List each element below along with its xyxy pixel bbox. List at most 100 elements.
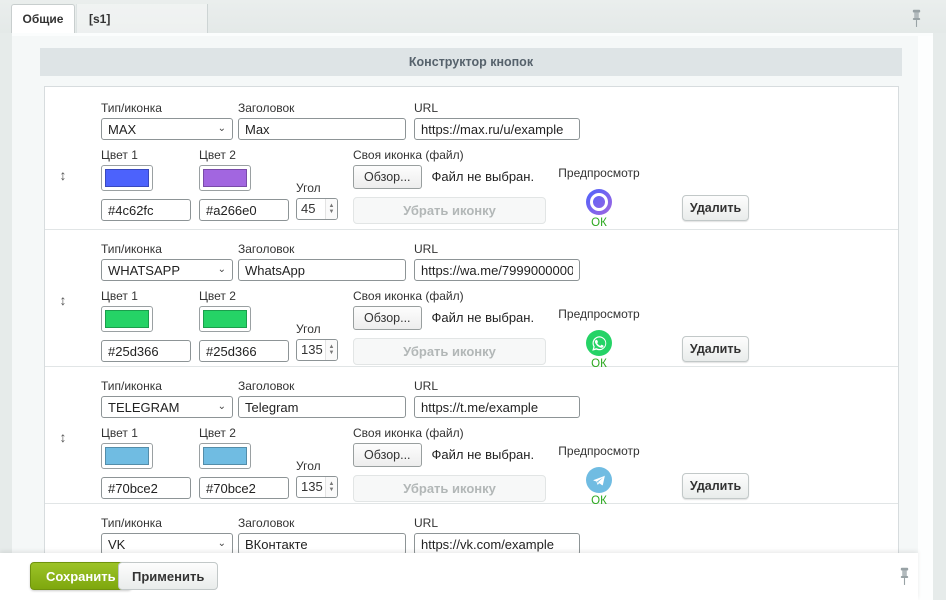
- no-file-text: Файл не выбран.: [431, 310, 535, 325]
- title-label: Заголовок: [238, 379, 295, 393]
- tab-general-label: Общие: [22, 12, 64, 26]
- color2-swatch: [203, 310, 247, 328]
- browse-button[interactable]: Обзор...: [353, 443, 422, 467]
- color2-swatch: [203, 169, 247, 187]
- title-input[interactable]: [238, 533, 406, 555]
- color2-swatch: [203, 447, 247, 465]
- button-config-row: ↕ Тип/иконка VK ⌄ Заголовок URL Цвет 1: [45, 504, 898, 555]
- button-config-row: ↕ Тип/иконка MAX ⌄ Заголовок URL Цвет 1: [45, 87, 898, 230]
- telegram-icon: [592, 475, 605, 485]
- color2-hex-input[interactable]: [199, 199, 289, 221]
- url-label: URL: [414, 379, 439, 393]
- color2-label: Цвет 2: [199, 289, 236, 303]
- angle-value: 135: [301, 479, 323, 494]
- color1-swatch: [105, 169, 149, 187]
- title-input[interactable]: [238, 396, 406, 418]
- delete-button[interactable]: Удалить: [682, 473, 749, 499]
- type-label: Тип/иконка: [101, 101, 162, 115]
- color1-picker[interactable]: [101, 443, 153, 469]
- color2-picker[interactable]: [199, 165, 251, 191]
- type-label: Тип/иконка: [101, 242, 162, 256]
- drag-handle-icon[interactable]: ↕: [59, 167, 67, 183]
- type-label: Тип/иконка: [101, 516, 162, 530]
- type-select[interactable]: MAX ⌄: [101, 118, 233, 140]
- pin-icon[interactable]: [899, 567, 910, 589]
- type-select[interactable]: TELEGRAM ⌄: [101, 396, 233, 418]
- angle-label: Угол: [296, 459, 321, 473]
- whatsapp-icon: [591, 335, 606, 351]
- pin-icon[interactable]: [911, 9, 922, 31]
- delete-button[interactable]: Удалить: [682, 195, 749, 221]
- remove-icon-button[interactable]: Убрать иконку: [353, 475, 546, 502]
- url-label: URL: [414, 101, 439, 115]
- remove-icon-button[interactable]: Убрать иконку: [353, 197, 546, 224]
- type-select-value: TELEGRAM: [108, 399, 180, 415]
- color2-label: Цвет 2: [199, 148, 236, 162]
- color1-label: Цвет 1: [101, 289, 138, 303]
- remove-icon-button[interactable]: Убрать иконку: [353, 338, 546, 365]
- angle-label: Угол: [296, 181, 321, 195]
- tab-s1-label: [s1]: [89, 11, 111, 26]
- tab-general[interactable]: Общие: [11, 4, 75, 33]
- browse-button[interactable]: Обзор...: [353, 165, 422, 189]
- angle-stepper[interactable]: 135 ▲ ▼: [296, 476, 338, 498]
- title-input[interactable]: [238, 259, 406, 281]
- url-label: URL: [414, 516, 439, 530]
- drag-handle-icon[interactable]: ↕: [59, 429, 67, 445]
- spinner-arrows-icon[interactable]: ▲ ▼: [325, 340, 337, 360]
- type-select-value: WHATSAPP: [108, 262, 180, 278]
- color2-label: Цвет 2: [199, 426, 236, 440]
- custom-icon-label: Своя иконка (файл): [353, 148, 464, 162]
- angle-stepper[interactable]: 135 ▲ ▼: [296, 339, 338, 361]
- color2-picker[interactable]: [199, 443, 251, 469]
- content-panel: Конструктор кнопок ↕ Тип/иконка MAX ⌄ За…: [12, 33, 933, 600]
- tab-s1[interactable]: [s1]: [76, 4, 208, 33]
- rows-container: ↕ Тип/иконка MAX ⌄ Заголовок URL Цвет 1: [44, 86, 899, 556]
- preview-icon: [586, 330, 612, 356]
- color1-picker[interactable]: [101, 306, 153, 332]
- section-title: Конструктор кнопок: [408, 55, 534, 69]
- apply-button[interactable]: Применить: [118, 562, 219, 590]
- section-header: Конструктор кнопок: [40, 48, 902, 76]
- spinner-arrows-icon[interactable]: ▲ ▼: [325, 477, 337, 497]
- chevron-down-icon: ⌄: [217, 123, 226, 134]
- color1-hex-input[interactable]: [101, 340, 191, 362]
- custom-icon-label: Своя иконка (файл): [353, 289, 464, 303]
- delete-button[interactable]: Удалить: [682, 336, 749, 362]
- url-input[interactable]: [414, 533, 580, 555]
- save-button[interactable]: Сохранить: [30, 562, 132, 590]
- angle-stepper[interactable]: 45 ▲ ▼: [296, 198, 338, 220]
- tab-bar: Общие [s1]: [0, 0, 946, 33]
- color2-hex-input[interactable]: [199, 340, 289, 362]
- type-select[interactable]: VK ⌄: [101, 533, 233, 555]
- color1-label: Цвет 1: [101, 148, 138, 162]
- color1-hex-input[interactable]: [101, 199, 191, 221]
- preview-label: Предпросмотр: [558, 444, 640, 458]
- title-label: Заголовок: [238, 101, 295, 115]
- color1-picker[interactable]: [101, 165, 153, 191]
- spinner-arrows-icon[interactable]: ▲ ▼: [325, 199, 337, 219]
- url-input[interactable]: [414, 396, 580, 418]
- no-file-text: Файл не выбран.: [431, 169, 535, 184]
- color2-hex-input[interactable]: [199, 477, 289, 499]
- title-input[interactable]: [238, 118, 406, 140]
- color1-label: Цвет 1: [101, 426, 138, 440]
- url-input[interactable]: [414, 118, 580, 140]
- preview-label: Предпросмотр: [558, 166, 640, 180]
- button-config-row: ↕ Тип/иконка TELEGRAM ⌄ Заголовок URL Цв…: [45, 367, 898, 507]
- color1-hex-input[interactable]: [101, 477, 191, 499]
- url-label: URL: [414, 242, 439, 256]
- browse-button[interactable]: Обзор...: [353, 306, 422, 330]
- angle-value: 45: [301, 201, 316, 216]
- angle-label: Угол: [296, 322, 321, 336]
- color1-swatch: [105, 310, 149, 328]
- type-select[interactable]: WHATSAPP ⌄: [101, 259, 233, 281]
- chevron-down-icon: ⌄: [217, 401, 226, 412]
- drag-handle-icon[interactable]: ↕: [59, 292, 67, 308]
- color2-picker[interactable]: [199, 306, 251, 332]
- angle-value: 135: [301, 342, 323, 357]
- chevron-down-icon: ⌄: [217, 538, 226, 549]
- chevron-down-icon: ⌄: [217, 264, 226, 275]
- type-label: Тип/иконка: [101, 379, 162, 393]
- url-input[interactable]: [414, 259, 580, 281]
